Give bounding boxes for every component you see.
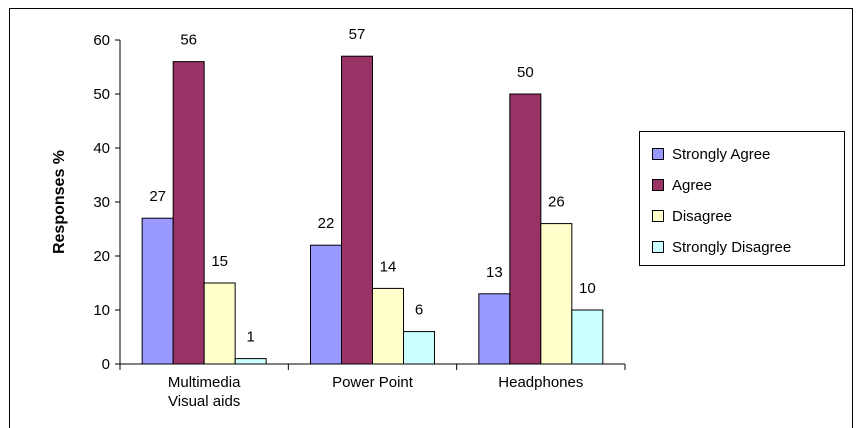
- bars-group: [141, 55, 604, 365]
- y-tick-label: 30: [93, 194, 110, 211]
- data-label: 27: [149, 188, 166, 205]
- data-label: 13: [486, 264, 503, 281]
- y-tick-label: 60: [93, 32, 110, 49]
- bar: [341, 55, 373, 365]
- data-label: 10: [579, 280, 596, 297]
- y-tick-label: 50: [93, 86, 110, 103]
- data-label: 57: [349, 26, 366, 43]
- x-tick-label: Multimedia: [168, 374, 241, 391]
- data-label: 50: [517, 64, 534, 81]
- legend-label: Strongly Agree: [672, 145, 771, 163]
- bar: [172, 61, 205, 365]
- legend: Strongly Agree Agree Disagree Strongly D…: [639, 131, 845, 266]
- legend-swatch: [652, 241, 664, 253]
- chart-frame: [9, 8, 853, 428]
- legend-label: Strongly Disagree: [672, 238, 792, 256]
- bar: [372, 287, 404, 365]
- legend-label: Disagree: [672, 207, 733, 225]
- legend-swatch: [652, 210, 664, 222]
- y-axis-label: Responses %: [51, 150, 68, 254]
- bar: [234, 358, 267, 365]
- bar: [571, 309, 604, 365]
- data-label: 22: [318, 215, 335, 232]
- data-label: 26: [548, 194, 565, 211]
- bar: [478, 293, 511, 365]
- labels-group: 27 56 15 1 Multimedia Visual aids 22 57 14 6 Power…: [149, 26, 595, 410]
- data-label: 6: [415, 302, 423, 319]
- y-tick-label: 10: [93, 302, 110, 319]
- bar: [403, 331, 435, 365]
- legend-item-strongly-disagree: Strongly Disagree: [652, 238, 792, 256]
- x-tick-label: Headphones: [498, 374, 583, 391]
- bar: [509, 93, 542, 365]
- legend-item-agree: Agree: [652, 176, 713, 194]
- bar: [540, 223, 573, 365]
- bar: [203, 282, 236, 365]
- legend-swatch: [652, 148, 664, 160]
- y-tick-label: 0: [102, 356, 110, 373]
- data-label: 14: [380, 258, 397, 275]
- x-tick-label: Power Point: [332, 374, 414, 391]
- legend-item-disagree: Disagree: [652, 207, 733, 225]
- data-label: 15: [211, 253, 228, 270]
- bar: [310, 244, 342, 365]
- y-tick-label: 40: [93, 140, 110, 157]
- legend-swatch: [652, 179, 664, 191]
- data-label: 56: [180, 32, 197, 49]
- legend-label: Agree: [672, 176, 713, 194]
- bar: [141, 217, 174, 365]
- data-label: 1: [246, 329, 254, 346]
- x-tick-label: Visual aids: [168, 393, 240, 410]
- legend-item-strongly-agree: Strongly Agree: [652, 145, 771, 163]
- y-tick-label: 20: [93, 248, 110, 265]
